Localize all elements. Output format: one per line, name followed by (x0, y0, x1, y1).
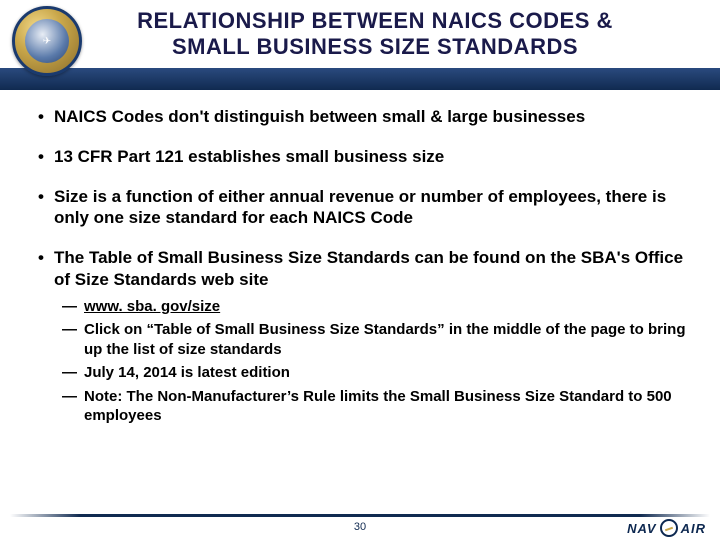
bullet-item: NAICS Codes don't distinguish between sm… (34, 106, 686, 128)
slide-footer: 30 NAV AIR (0, 514, 720, 540)
sub-bullet-text: July 14, 2014 is latest edition (84, 364, 290, 381)
sub-bullet-text: Click on “Table of Small Business Size S… (84, 321, 685, 358)
bullet-item: The Table of Small Business Size Standar… (34, 247, 686, 426)
agency-seal-icon: ✈ (12, 6, 82, 76)
sub-bullet-item: Note: The Non-Manufacturer’s Rule limits… (54, 387, 686, 426)
title-line-1: RELATIONSHIP BETWEEN NAICS CODES & (137, 8, 613, 33)
bullet-text: The Table of Small Business Size Standar… (54, 248, 683, 289)
sub-bullet-link[interactable]: www. sba. gov/size (84, 298, 220, 315)
slide: RELATIONSHIP BETWEEN NAICS CODES & SMALL… (0, 0, 720, 540)
bullet-item: Size is a function of either annual reve… (34, 186, 686, 230)
bullet-text: NAICS Codes don't distinguish between sm… (54, 107, 585, 126)
seal-glyph: ✈ (43, 36, 51, 47)
bullet-list: NAICS Codes don't distinguish between sm… (34, 106, 686, 426)
bullet-text: 13 CFR Part 121 establishes small busine… (54, 147, 444, 166)
slide-header: RELATIONSHIP BETWEEN NAICS CODES & SMALL… (0, 0, 720, 90)
header-top: RELATIONSHIP BETWEEN NAICS CODES & SMALL… (0, 0, 720, 68)
slide-body: NAICS Codes don't distinguish between sm… (0, 100, 720, 510)
sub-bullet-item: July 14, 2014 is latest edition (54, 363, 686, 383)
bullet-text: Size is a function of either annual reve… (54, 187, 666, 228)
sub-bullet-item: www. sba. gov/size (54, 297, 686, 317)
logo-ring-icon (660, 519, 678, 537)
navair-logo: NAV AIR (627, 519, 706, 537)
logo-text-right: AIR (681, 521, 706, 536)
sub-bullet-text: Note: The Non-Manufacturer’s Rule limits… (84, 388, 672, 425)
header-band (0, 68, 720, 90)
footer-divider (10, 514, 710, 517)
page-number: 30 (14, 521, 706, 533)
sub-bullet-item: Click on “Table of Small Business Size S… (54, 320, 686, 359)
title-line-2: SMALL BUSINESS SIZE STANDARDS (172, 34, 578, 59)
sub-bullet-list: www. sba. gov/size Click on “Table of Sm… (54, 297, 686, 426)
seal-inner-icon: ✈ (25, 19, 69, 63)
slide-title: RELATIONSHIP BETWEEN NAICS CODES & SMALL… (137, 8, 613, 61)
logo-text-left: NAV (627, 521, 656, 536)
bullet-item: 13 CFR Part 121 establishes small busine… (34, 146, 686, 168)
